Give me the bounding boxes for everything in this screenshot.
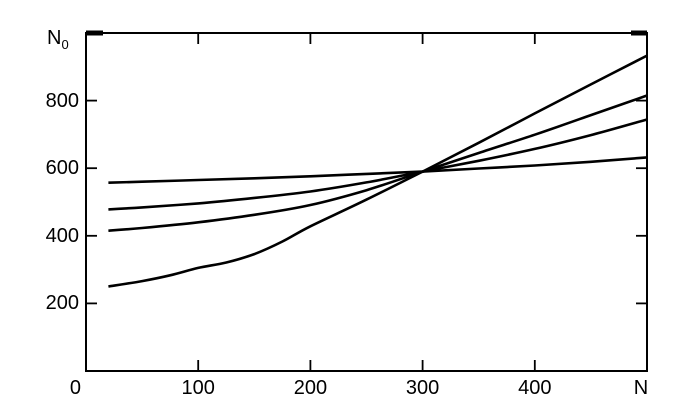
x-tick-label: 200 bbox=[293, 377, 328, 399]
y-axis-label: N0 bbox=[47, 27, 69, 56]
x-tick-label: 400 bbox=[518, 377, 552, 399]
plot-border-group bbox=[85, 30, 648, 372]
curve-1-flattest bbox=[108, 156, 648, 184]
x-axis-label: N bbox=[633, 377, 649, 399]
curve-2 bbox=[108, 118, 648, 211]
y-tick-label: 400 bbox=[45, 224, 79, 247]
curve-4-steepest bbox=[108, 54, 648, 288]
axis-ticks-group bbox=[86, 33, 647, 371]
x-tick-label: 100 bbox=[181, 377, 215, 399]
plot-border bbox=[85, 32, 648, 372]
x-tick-label: 300 bbox=[405, 377, 440, 399]
y-tick-label: 200 bbox=[45, 292, 79, 315]
corner-mark-right bbox=[631, 30, 647, 36]
corner-mark-left bbox=[86, 30, 103, 36]
y-tick-label: 800 bbox=[45, 89, 79, 112]
y-tick-label: 600 bbox=[45, 157, 79, 180]
curve-3 bbox=[108, 94, 648, 232]
y-axis-label-main: N bbox=[47, 27, 62, 49]
y-axis-label-sub: 0 bbox=[61, 37, 69, 52]
origin-label: 0 bbox=[69, 377, 81, 399]
curves-group bbox=[108, 54, 648, 288]
